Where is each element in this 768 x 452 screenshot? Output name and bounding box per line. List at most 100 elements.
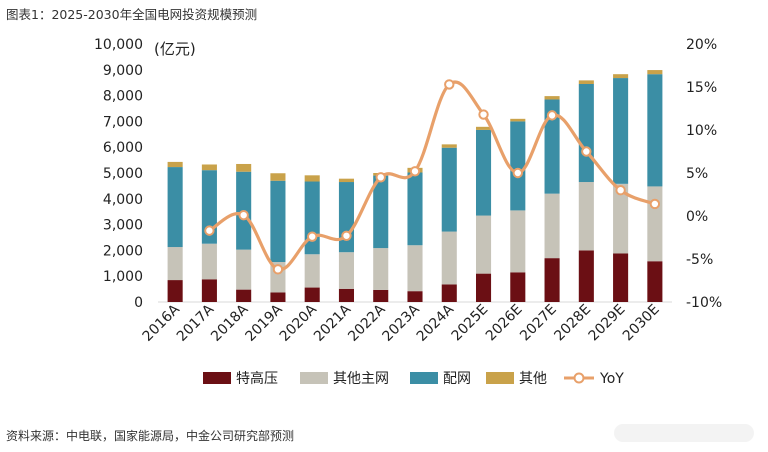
legend-swatch — [486, 372, 514, 384]
bar-segment-uhv — [441, 284, 457, 302]
bars-layer — [167, 70, 663, 302]
x-tick-label: 2024A — [414, 301, 458, 345]
x-tick-label: 2023A — [380, 301, 424, 345]
yoy-point — [272, 264, 284, 275]
x-tick-label: 2020A — [277, 301, 321, 345]
y-left-tick-label: 4,000 — [103, 192, 143, 208]
legend-item-other: 其他 — [486, 371, 547, 387]
yoy-point — [512, 167, 523, 179]
y-left-tick-label: 6,000 — [103, 140, 143, 156]
bar-segment-uhv — [613, 253, 629, 302]
y-right-tick-label: 10% — [686, 123, 717, 139]
x-tick-label: 2030E — [620, 302, 663, 345]
x-tick-label: 2019A — [242, 301, 286, 345]
legend-label: 其他 — [519, 371, 547, 387]
bar-segment-distribution-grid — [338, 182, 355, 253]
yoy-point — [409, 166, 421, 177]
watermark-overlay — [614, 424, 754, 442]
x-tick-label: 2022A — [345, 301, 389, 345]
yoy-point — [238, 209, 249, 221]
bar-segment-uhv — [236, 289, 252, 302]
bar-segment-distribution-grid — [270, 180, 286, 263]
bar-segment-distribution-grid — [613, 78, 629, 184]
legend-swatch-marker — [573, 372, 585, 384]
bar-segment-other-main-grid — [544, 193, 560, 259]
y-right-tick-label: -5% — [686, 252, 713, 268]
bar-segment-uhv — [510, 272, 526, 302]
y-right-tick-label: -10% — [686, 295, 722, 311]
legend-label: 配网 — [443, 371, 471, 387]
y-left-tick-label: 5,000 — [103, 166, 143, 182]
chart-title: 图表1：2025-2030年全国电网投资规模预测 — [6, 7, 258, 22]
y-left-unit-label: (亿元) — [154, 40, 196, 58]
legend-label: YoY — [599, 371, 624, 387]
yoy-point — [307, 231, 318, 242]
bar-segment-other-main-grid — [647, 186, 663, 262]
bar-segment-other-main-grid — [236, 249, 252, 290]
y-right-tick-label: 20% — [686, 37, 717, 53]
yoy-point — [478, 109, 489, 120]
legend-label: 其他主网 — [333, 371, 389, 387]
y-left-tick-label: 3,000 — [103, 218, 143, 234]
bar-segment-other-main-grid — [510, 210, 526, 273]
bar-segment-other-main-grid — [475, 215, 492, 274]
bar-segment-uhv — [201, 279, 217, 302]
bar-segment-other — [578, 80, 594, 84]
y-left-tick-label: 0 — [134, 295, 143, 311]
legend-item-uhv: 特高压 — [203, 370, 278, 387]
bar-segment-other — [544, 96, 560, 100]
bar-segment-other-main-grid — [578, 182, 594, 251]
legend: 特高压 其他主网 配网 其他 YoY — [203, 370, 624, 387]
y-left-tick-label: 8,000 — [103, 89, 143, 105]
bar-segment-other-main-grid — [167, 247, 183, 281]
legend-label: 特高压 — [236, 370, 278, 387]
yoy-point — [341, 230, 352, 241]
y-left-tick-label: 9,000 — [103, 63, 143, 79]
bar-segment-uhv — [167, 280, 183, 302]
bar-segment-other — [647, 70, 663, 75]
legend-item-yoy: YoY — [564, 371, 624, 387]
x-tick-label: 2028E — [551, 302, 594, 345]
bar-segment-uhv — [407, 291, 423, 302]
bar-segment-other — [236, 163, 252, 172]
yoy-point — [375, 172, 386, 183]
y-right-tick-label: 15% — [686, 80, 717, 96]
bar-segment-other — [167, 161, 183, 168]
bar-segment-uhv — [475, 273, 492, 302]
x-tick-label: 2017A — [174, 301, 218, 345]
y-right-tick-label: 5% — [686, 166, 708, 182]
y-left-tick-label: 1,000 — [103, 269, 143, 285]
x-tick-label: 2026E — [483, 302, 526, 345]
bar-segment-uhv — [578, 250, 594, 302]
bar-segment-other — [270, 173, 286, 181]
yoy-point — [444, 79, 455, 90]
bar-segment-distribution-grid — [304, 181, 320, 255]
yoy-line-layer — [204, 79, 661, 275]
y-left-tick-label: 10,000 — [94, 37, 143, 53]
bar-segment-other-main-grid — [373, 248, 389, 290]
x-tick-label: 2025E — [449, 302, 492, 345]
bar-segment-distribution-grid — [647, 74, 663, 187]
legend-swatch — [203, 372, 231, 384]
y-left-tick-label: 7,000 — [103, 114, 143, 130]
y-right-tick-label: 0% — [686, 209, 708, 225]
legend-item-distribution-grid: 配网 — [410, 371, 471, 387]
yoy-point — [649, 198, 661, 210]
bar-segment-uhv — [270, 292, 286, 302]
bar-segment-distribution-grid — [510, 121, 526, 211]
bar-segment-other — [201, 164, 217, 171]
bar-segment-other-main-grid — [441, 231, 457, 285]
bar-segment-distribution-grid — [167, 167, 183, 248]
bar-segment-other-main-grid — [338, 252, 355, 289]
yoy-point — [546, 110, 558, 121]
x-tick-label: 2021A — [311, 301, 355, 345]
legend-swatch — [410, 372, 438, 384]
y-left-tick-label: 2,000 — [103, 243, 143, 259]
bar-segment-uhv — [304, 287, 320, 302]
bar-segment-uhv — [544, 258, 560, 302]
legend-swatch — [300, 372, 328, 384]
source-note: 资料来源：中电联，国家能源局，中金公司研究部预测 — [6, 429, 295, 443]
bar-segment-other-main-grid — [201, 243, 217, 280]
x-tick-label: 2029E — [586, 302, 629, 345]
